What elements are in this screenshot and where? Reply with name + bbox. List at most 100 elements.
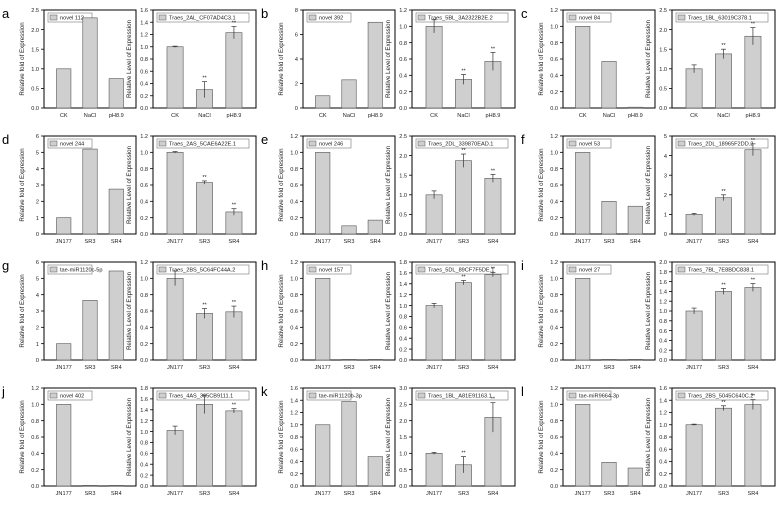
y-tick-label: 0 xyxy=(664,232,667,238)
y-tick-label: 1.0 xyxy=(399,452,407,458)
legend-label: novel 27 xyxy=(579,268,600,274)
y-tick-label: 1.2 xyxy=(290,134,298,140)
x-tick-label: SR4 xyxy=(111,365,122,371)
y-tick-label: 0.4 xyxy=(140,326,148,332)
y-tick-label: 0.4 xyxy=(140,462,148,468)
bar xyxy=(685,424,703,487)
y-tick-label: 3 xyxy=(664,173,667,179)
chart-f-left: f 0.0 0.2 0.4 0.6 0.8 1.0 1.2 Relative fold of E… xyxy=(521,132,656,245)
y-axis-label: Relative fold of Expression xyxy=(19,400,26,474)
y-tick-label: 1.4 xyxy=(659,290,667,296)
y-tick-label: 0.2 xyxy=(550,90,558,96)
y-tick-label: 0.8 xyxy=(290,293,298,299)
y-tick-label: 0.2 xyxy=(659,348,667,354)
y-tick-label: 0.0 xyxy=(290,358,298,364)
y-axis-label: Relative fold of Expression xyxy=(278,148,285,222)
x-tick-label: JN177 xyxy=(575,239,591,245)
legend-swatch xyxy=(568,392,577,399)
y-tick-label: 0.2 xyxy=(290,472,298,478)
bar xyxy=(56,404,72,487)
y-tick-label: 1 xyxy=(664,213,667,219)
bar xyxy=(455,282,472,361)
y-tick-label: 0.2 xyxy=(550,342,558,348)
y-tick-label: 0.0 xyxy=(290,484,298,490)
y-tick-label: 0.6 xyxy=(290,183,298,189)
y-tick-label: 5 xyxy=(36,277,39,283)
y-axis-label: Relative fold of Expression xyxy=(19,148,26,222)
bar xyxy=(367,456,383,487)
bar xyxy=(56,68,72,109)
y-tick-label: 0 xyxy=(295,106,298,112)
bar xyxy=(82,485,98,487)
y-axis-label: Relative fold of Expression xyxy=(278,22,285,96)
y-tick-label: 0.2 xyxy=(290,216,298,222)
y-tick-label: 0.2 xyxy=(399,90,407,96)
legend-label: Traes_7BL_7E8BDC838.1 xyxy=(688,268,754,274)
panel-letter-h: h xyxy=(261,258,268,273)
legend-label: tae-miR1120c-5p xyxy=(60,268,103,274)
y-tick-label: 0.4 xyxy=(659,460,667,466)
x-tick-label: SR4 xyxy=(630,491,641,497)
y-tick-label: 0.6 xyxy=(140,183,148,189)
y-axis-label: Relative fold of Expression xyxy=(538,148,545,222)
y-tick-label: 1.2 xyxy=(140,33,148,39)
y-tick-label: 0.2 xyxy=(550,216,558,222)
y-tick-label: 0.8 xyxy=(290,167,298,173)
y-axis-label: Relative fold of Expression xyxy=(538,400,545,474)
x-tick-label: NaCl xyxy=(343,113,355,119)
legend-swatch xyxy=(49,266,58,273)
legend-box xyxy=(566,390,612,401)
y-tick-label: 0.4 xyxy=(290,460,298,466)
x-tick-label: SR3 xyxy=(85,491,96,497)
x-tick-label: pH8.9 xyxy=(226,113,241,119)
panel-letter-g: g xyxy=(2,258,9,273)
y-tick-label: 0.4 xyxy=(140,82,148,88)
chart-f-right: 0 1 2 3 4 5 Relative Level of Expression Traes_… xyxy=(645,134,776,245)
y-tick-label: 0.8 xyxy=(659,319,667,325)
x-tick-label: SR3 xyxy=(458,491,469,497)
y-tick-label: 4 xyxy=(664,154,667,160)
bar xyxy=(715,197,732,235)
significance-marker: ** xyxy=(751,394,756,400)
y-axis-label: Relative fold of Expression xyxy=(19,274,26,348)
chart-b-right: 0.0 0.2 0.4 0.6 0.8 1.0 1.2 Relative Level of E… xyxy=(385,8,516,119)
legend-box xyxy=(306,264,352,275)
y-tick-label: 0.6 xyxy=(550,57,558,63)
y-tick-label: 1.0 xyxy=(399,193,407,199)
bar xyxy=(715,407,732,487)
y-axis-label: Relative Level of Expression xyxy=(385,271,392,350)
significance-marker: ** xyxy=(232,403,237,409)
y-tick-label: 1.6 xyxy=(659,280,667,286)
significance-marker: ** xyxy=(491,266,496,272)
x-tick-label: SR3 xyxy=(718,365,729,371)
y-tick-label: 2.5 xyxy=(31,8,39,14)
panel-letter-d: d xyxy=(2,132,9,147)
y-axis-label: Relative Level of Expression xyxy=(645,19,652,98)
bar xyxy=(575,278,591,361)
bar xyxy=(108,188,124,235)
y-tick-label: 0.2 xyxy=(140,94,148,100)
bar xyxy=(166,152,184,235)
x-tick-label: JN177 xyxy=(575,365,591,371)
y-tick-label: 0.2 xyxy=(140,342,148,348)
y-tick-label: 2 xyxy=(664,193,667,199)
bar xyxy=(225,32,243,109)
x-tick-label: SR3 xyxy=(85,365,96,371)
legend-box xyxy=(156,264,250,275)
y-tick-label: 0.4 xyxy=(659,339,667,345)
x-tick-label: SR3 xyxy=(458,365,469,371)
chart-k-right: 0.0 0.5 1.0 1.5 2.0 2.5 3.0 Relative Level of E… xyxy=(385,386,516,497)
legend-swatch xyxy=(568,14,577,21)
bar xyxy=(715,291,732,361)
y-tick-label: 0.0 xyxy=(659,358,667,364)
x-tick-label: CK xyxy=(579,113,587,119)
y-tick-label: 0.8 xyxy=(550,167,558,173)
y-tick-label: 0.2 xyxy=(659,472,667,478)
y-tick-label: 1.2 xyxy=(399,293,407,299)
x-tick-label: SR3 xyxy=(344,491,355,497)
y-tick-label: 4 xyxy=(36,293,39,299)
bar xyxy=(425,26,443,109)
y-tick-label: 1.4 xyxy=(140,20,148,26)
y-tick-label: 0.6 xyxy=(140,309,148,315)
x-tick-label: SR4 xyxy=(111,239,122,245)
